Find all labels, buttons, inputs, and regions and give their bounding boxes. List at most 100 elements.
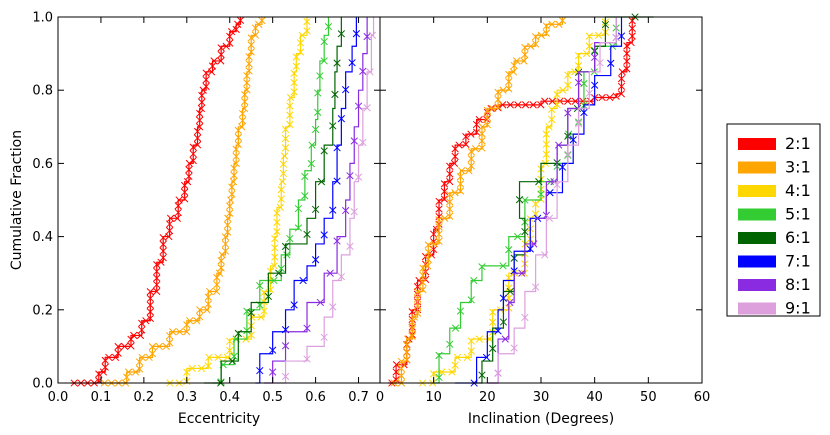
- inclination-marker-2-1: [548, 97, 557, 105]
- inclination-xtick-label: 0: [376, 390, 384, 405]
- eccentricity-marker-9-1: [281, 372, 290, 381]
- inclination-marker-2-1: [514, 101, 522, 109]
- inclination-marker-2-1: [612, 92, 620, 100]
- inclination-marker-3-1: [531, 33, 540, 41]
- eccentricity-marker-4-1: [271, 234, 279, 243]
- eccentricity-series-group: [70, 16, 377, 387]
- eccentricity-marker-4-1: [286, 102, 294, 110]
- inclination-marker-2-1: [440, 187, 449, 196]
- inclination-marker-3-1: [424, 262, 432, 270]
- inclination-marker-5-1: [470, 276, 478, 285]
- eccentricity-marker-4-1: [260, 298, 268, 306]
- eccentricity-marker-2-1: [165, 220, 174, 228]
- inclination-xtick-label: 40: [586, 390, 603, 405]
- inclination-marker-7-1: [482, 353, 491, 362]
- eccentricity-xtick-label: 0.3: [176, 390, 197, 405]
- eccentricity-marker-3-1: [196, 312, 204, 321]
- inclination-marker-2-1: [446, 162, 454, 170]
- eccentricity-marker-3-1: [223, 228, 232, 236]
- inclination-marker-8-1: [518, 269, 526, 277]
- inclination-marker-7-1: [526, 245, 534, 253]
- inclination-marker-3-1: [458, 167, 466, 175]
- inclination-marker-4-1: [531, 210, 540, 218]
- eccentricity-marker-2-1: [232, 25, 240, 34]
- inclination-marker-2-1: [450, 159, 459, 168]
- eccentricity-marker-5-1: [314, 89, 322, 97]
- eccentricity-marker-2-1: [195, 123, 204, 131]
- eccentricity-marker-4-1: [273, 209, 281, 217]
- eccentricity-marker-3-1: [165, 332, 174, 340]
- inclination-xtick-label: 60: [694, 390, 711, 405]
- eccentricity-marker-6-1: [320, 147, 328, 155]
- inclination-marker-2-1: [564, 97, 572, 105]
- inclination-marker-2-1: [617, 75, 626, 83]
- inclination-marker-4-1: [574, 51, 583, 60]
- legend-label: 9:1: [785, 299, 811, 318]
- eccentricity-marker-3-1: [196, 306, 204, 314]
- eccentricity-marker-2-1: [136, 331, 145, 340]
- inclination-marker-5-1: [435, 373, 443, 382]
- eccentricity-marker-3-1: [258, 16, 266, 25]
- eccentricity-marker-2-1: [153, 287, 161, 296]
- eccentricity-marker-8-1: [326, 269, 334, 277]
- eccentricity-marker-2-1: [146, 288, 154, 296]
- inclination-marker-3-1: [446, 212, 454, 220]
- eccentricity-marker-2-1: [185, 172, 193, 181]
- legend-swatch: [738, 208, 776, 221]
- eccentricity-marker-4-1: [290, 78, 298, 87]
- inclination-marker-3-1: [446, 198, 454, 206]
- eccentricity-marker-4-1: [281, 144, 290, 152]
- eccentricity-marker-3-1: [213, 273, 221, 282]
- inclination-marker-3-1: [527, 42, 535, 50]
- eccentricity-marker-7-1: [290, 301, 298, 309]
- eccentricity-marker-3-1: [176, 328, 184, 336]
- inclination-marker-3-1: [430, 240, 439, 248]
- eccentricity-marker-8-1: [346, 172, 354, 180]
- eccentricity-marker-2-1: [228, 27, 236, 36]
- eccentricity-marker-2-1: [196, 116, 204, 124]
- eccentricity-marker-3-1: [224, 214, 232, 222]
- inclination-marker-3-1: [441, 214, 449, 222]
- inclination-marker-6-1: [521, 227, 529, 236]
- eccentricity-marker-2-1: [146, 301, 154, 309]
- inclination-marker-3-1: [419, 278, 427, 287]
- eccentricity-marker-2-1: [226, 32, 234, 41]
- inclination-marker-4-1: [467, 337, 475, 345]
- eccentricity-marker-9-1: [337, 272, 346, 281]
- eccentricity-xtick-label: 0.6: [305, 390, 326, 405]
- inclination-marker-3-1: [408, 318, 416, 326]
- inclination-marker-7-1: [569, 136, 577, 144]
- eccentricity-marker-3-1: [217, 257, 225, 265]
- eccentricity-marker-5-1: [307, 160, 315, 168]
- legend-entry: 4:1: [738, 181, 811, 200]
- eccentricity-marker-2-1: [153, 274, 161, 282]
- eccentricity-marker-2-1: [175, 196, 183, 204]
- eccentricity-marker-4-1: [277, 186, 285, 194]
- eccentricity-marker-3-1: [193, 317, 201, 325]
- inclination-marker-3-1: [446, 205, 454, 213]
- eccentricity-marker-4-1: [278, 178, 287, 186]
- inclination-marker-6-1: [489, 344, 497, 353]
- inclination-marker-3-1: [410, 313, 419, 321]
- inclination-xtick-label: 10: [425, 390, 442, 405]
- eccentricity-series-8-1: [264, 17, 371, 384]
- eccentricity-marker-3-1: [245, 53, 253, 61]
- inclination-marker-8-1: [555, 141, 563, 149]
- inclination-marker-2-1: [475, 115, 483, 124]
- inclination-marker-2-1: [446, 177, 454, 186]
- inclination-marker-3-1: [397, 364, 406, 373]
- inclination-marker-6-1: [506, 287, 514, 296]
- inclination-marker-3-1: [494, 88, 502, 97]
- eccentricity-marker-4-1: [296, 39, 305, 47]
- inclination-marker-2-1: [541, 97, 549, 105]
- eccentricity-marker-4-1: [205, 353, 213, 362]
- eccentricity-marker-5-1: [277, 264, 285, 273]
- eccentricity-marker-2-1: [217, 57, 225, 65]
- eccentricity-marker-3-1: [183, 321, 191, 329]
- inclination-marker-4-1: [542, 140, 551, 148]
- eccentricity-marker-4-1: [226, 337, 234, 345]
- legend-label: 4:1: [785, 181, 811, 200]
- inclination-marker-7-1: [591, 81, 599, 89]
- eccentricity-marker-3-1: [243, 72, 251, 80]
- inclination-marker-8-1: [574, 78, 583, 87]
